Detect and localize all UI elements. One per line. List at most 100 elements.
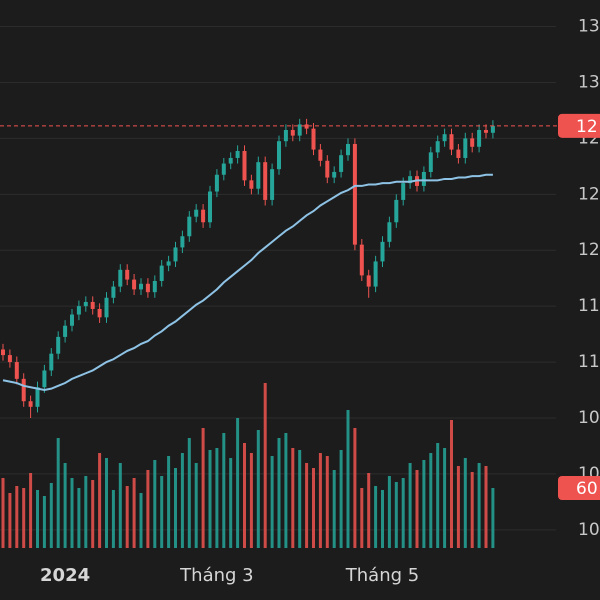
volume-bar [36, 490, 39, 548]
candle-body [339, 155, 344, 172]
volume-bar [153, 460, 157, 548]
y-tick-label: 10 [578, 408, 600, 428]
volume-bar [98, 453, 102, 548]
volume-bar [125, 486, 129, 548]
candle-body [187, 216, 192, 237]
price-tag-label: 12 [576, 117, 598, 137]
volume-bar [105, 458, 108, 548]
candle-body [421, 171, 426, 186]
candle-body [283, 130, 288, 142]
volume-bar [381, 490, 384, 548]
volume-bar [415, 470, 419, 548]
volume-bar [160, 476, 164, 548]
candle-body [449, 134, 454, 150]
candle-body [166, 261, 171, 266]
volume-bar [70, 478, 74, 548]
x-tick-label: Tháng 3 [179, 565, 253, 586]
candle-body [359, 244, 364, 276]
volume-bar [208, 450, 212, 548]
candle-body [14, 362, 19, 379]
y-tick-label: 13 [578, 17, 600, 37]
volume-bar [256, 430, 260, 548]
candle-body [477, 130, 482, 147]
candle-body [173, 247, 178, 262]
volume-bar [42, 496, 46, 548]
candle-body [470, 138, 475, 147]
volume-bar [346, 410, 350, 548]
candle-body [235, 150, 240, 158]
candle-body [111, 286, 116, 298]
candle-body [90, 301, 95, 309]
volume-bar [477, 463, 481, 548]
candle-body [490, 125, 495, 133]
candle-body [104, 297, 109, 318]
volume-bar [332, 470, 336, 548]
candle-body [139, 283, 143, 290]
y-tick-label: 10 [578, 520, 600, 540]
candle-body [63, 325, 68, 337]
volume-bar [118, 463, 122, 548]
candle-body [118, 269, 123, 287]
volume-bar [180, 453, 184, 548]
volume-bar [139, 493, 143, 548]
y-tick-label: 112 [578, 352, 600, 372]
candle-body [7, 355, 12, 363]
volume-bar [22, 488, 26, 548]
volume-bar [339, 450, 343, 548]
candle-body [484, 130, 488, 133]
volume-bar [470, 472, 474, 548]
candle-body [394, 199, 399, 223]
volume-bar [463, 458, 467, 548]
x-tick-label: Tháng 5 [345, 565, 419, 586]
candle-body [277, 141, 281, 170]
candle-body [1, 349, 5, 356]
candle-body [318, 149, 323, 161]
y-tick-label: 12 [578, 240, 600, 260]
candle-body [201, 209, 206, 223]
candle-body [35, 387, 40, 407]
candle-body [49, 353, 54, 371]
volume-bar [174, 468, 177, 548]
candle-body [366, 275, 371, 287]
volume-bar [484, 466, 488, 548]
volume-bar [277, 438, 281, 548]
y-tick-label: 116 [578, 296, 600, 316]
volume-tag-label: 60 [576, 479, 598, 499]
candle-body [346, 143, 350, 156]
y-tick-label: 12 [578, 184, 600, 204]
volume-bar [387, 476, 391, 548]
volume-bar [132, 478, 136, 548]
volume-bar [394, 482, 398, 548]
candle-body [221, 163, 226, 175]
volume-bar [429, 453, 433, 548]
volume-bar [263, 383, 267, 548]
volume-bar [146, 470, 150, 548]
volume-bar [63, 463, 67, 548]
candle-body [442, 134, 447, 142]
volume-bar [367, 473, 371, 548]
candle-body [463, 138, 468, 158]
candle-body [263, 162, 268, 200]
volume-bar [1, 478, 5, 548]
volume-bar [187, 438, 191, 548]
volume-bar [291, 448, 295, 548]
candle-body [208, 191, 212, 223]
volume-bar [49, 483, 53, 548]
candle-body [325, 160, 330, 178]
volume-bar [201, 428, 205, 548]
volume-bar [167, 456, 171, 548]
moving-average [2, 173, 493, 392]
volume-bar [298, 450, 302, 548]
volume-bar [111, 490, 115, 548]
candle-body [401, 183, 406, 200]
candle-body [270, 169, 275, 200]
candle-body [256, 162, 261, 189]
volume-bar [29, 473, 33, 548]
x-tick-label: 2024 [40, 565, 90, 586]
volume-bar [284, 433, 288, 548]
volume-bar [374, 486, 378, 548]
candle-body [311, 128, 316, 150]
candle-body [145, 283, 150, 293]
candle-body [435, 141, 440, 153]
volume-bar [8, 493, 12, 548]
